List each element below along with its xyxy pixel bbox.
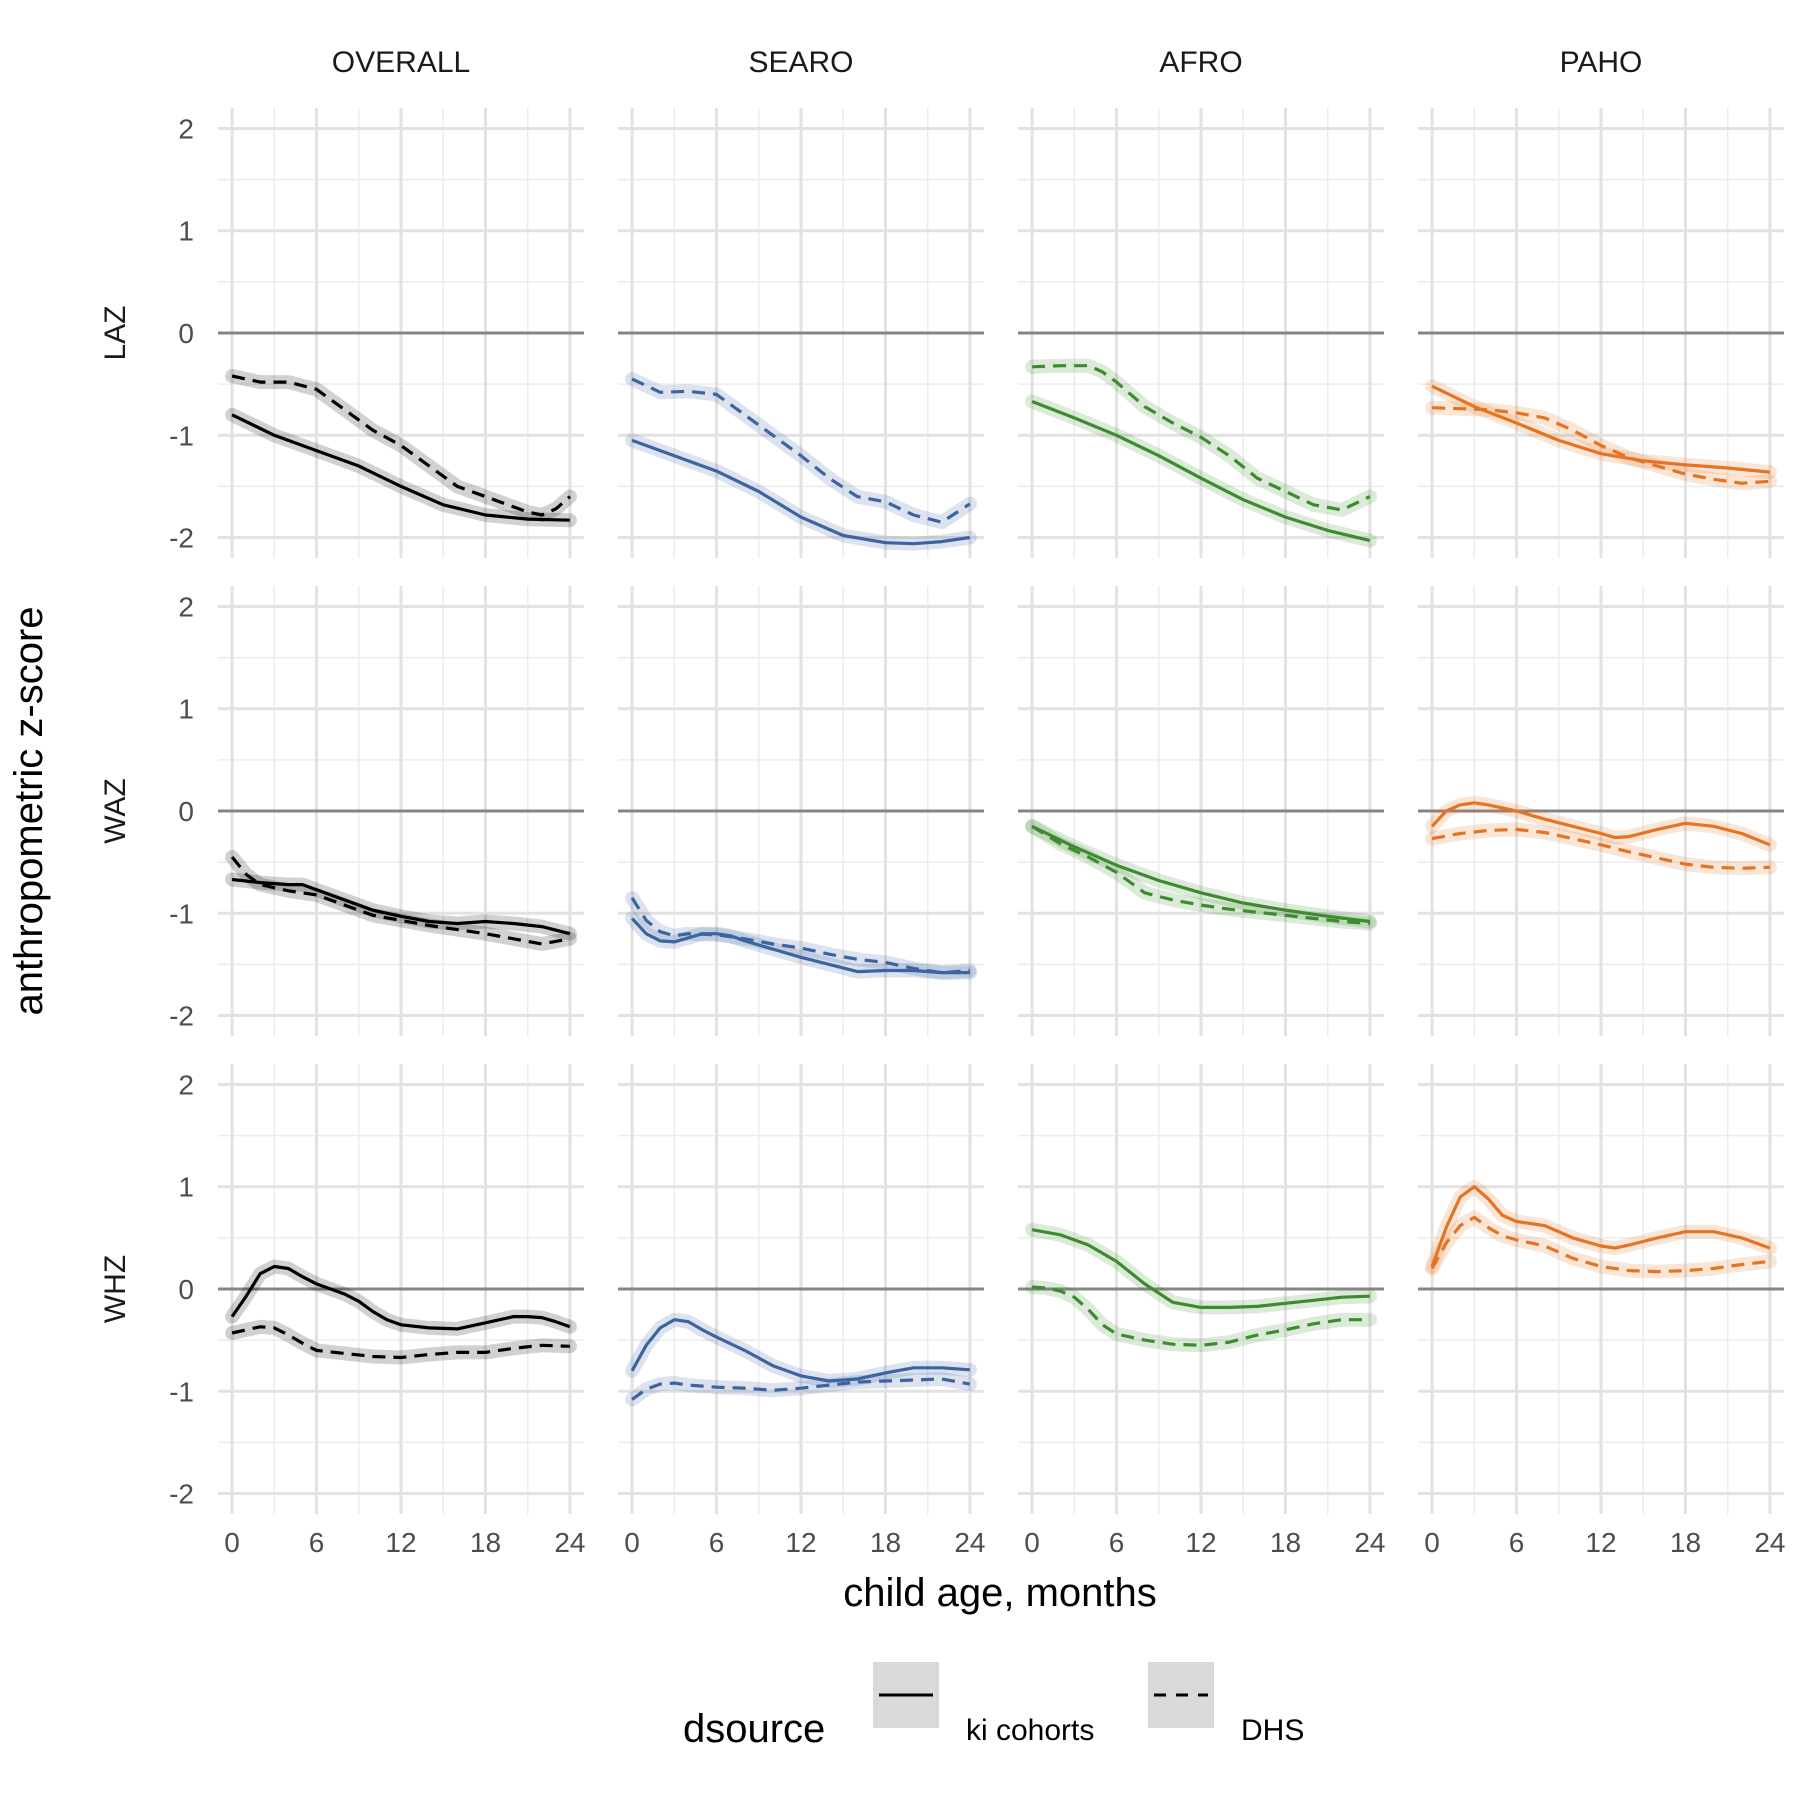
series-line-whz-overall-dhs	[231, 1325, 570, 1360]
series-line-laz-overall-ki-cohorts	[231, 413, 570, 522]
y-tick-label: 2	[178, 113, 194, 144]
x-tick-label: 12	[385, 1527, 416, 1558]
legend-label-ki-cohorts: ki cohorts	[966, 1714, 1094, 1747]
series-line-laz-paho-dhs	[1432, 406, 1771, 485]
panel-laz-overall	[218, 108, 584, 558]
panel-whz-searo	[618, 1064, 984, 1514]
series-line-laz-afro-ki-cohorts	[1031, 400, 1371, 543]
x-tick-label: 24	[1354, 1527, 1385, 1558]
y-tick-label: -1	[169, 420, 194, 451]
x-tick-label: 12	[1185, 1527, 1216, 1558]
x-tick-label: 0	[224, 1527, 240, 1558]
x-axis-title: child age, months	[843, 1571, 1157, 1615]
series-line-laz-searo-dhs	[631, 377, 971, 524]
row-label-whz: WHZ	[99, 1255, 132, 1323]
panel-laz-paho	[1418, 108, 1784, 558]
x-tick-labels: 0 6 12 18 24 0 6 12 18 24 0 6 12 18 24 0 6 12 18 24	[224, 1527, 1785, 1558]
y-tick-label: 0	[178, 1274, 194, 1305]
x-tick-label: 0	[624, 1527, 640, 1558]
x-tick-label: 18	[470, 1527, 501, 1558]
panel-whz-paho	[1418, 1064, 1784, 1514]
panel-laz-afro	[1018, 108, 1384, 558]
legend-label-dhs: DHS	[1241, 1714, 1304, 1747]
x-tick-label: 0	[1424, 1527, 1440, 1558]
y-tick-label: 0	[178, 318, 194, 349]
series-line-waz-searo-dhs	[630, 897, 971, 975]
series-line-laz-overall-dhs	[231, 374, 571, 517]
series-line-whz-searo-dhs	[631, 1377, 971, 1401]
x-tick-label: 6	[1509, 1527, 1525, 1558]
y-tick-label: 2	[178, 1069, 194, 1100]
y-tick-label: -1	[169, 898, 194, 929]
series-line-laz-paho-ki-cohorts	[1431, 384, 1771, 474]
series-line-laz-afro-dhs	[1032, 364, 1371, 512]
legend: dsource ki cohorts DHS	[683, 1662, 1304, 1751]
row-labels: LAZ WAZ WHZ	[99, 305, 132, 1323]
series-line-waz-paho-dhs	[1431, 827, 1770, 870]
panel-laz-searo	[618, 108, 984, 558]
y-tick-label: 1	[178, 694, 194, 725]
ci-band-whz-afro-dhs	[1025, 1280, 1377, 1353]
panel-grid	[218, 108, 1784, 1514]
strip-label-overall: OVERALL	[332, 46, 470, 79]
x-tick-label: 12	[1585, 1527, 1616, 1558]
legend-title: dsource	[683, 1707, 825, 1751]
series-line-waz-afro-dhs	[1031, 824, 1371, 926]
y-tick-labels: -2 -1 0 1 2 -2 -1 0 1 2 -2 -1 0 1 2	[169, 113, 194, 1509]
row-label-waz: WAZ	[99, 778, 132, 844]
panel-whz-overall	[218, 1064, 584, 1514]
series-line-whz-searo-ki-cohorts	[630, 1318, 971, 1383]
panel-waz-searo	[618, 586, 984, 1036]
strip-label-afro: AFRO	[1159, 46, 1242, 79]
y-tick-label: -2	[169, 1001, 194, 1032]
series-line-waz-afro-ki-cohorts	[1031, 824, 1371, 924]
y-tick-label: -2	[169, 1479, 194, 1510]
series-line-whz-paho-dhs	[1430, 1215, 1771, 1274]
panel-whz-afro	[1018, 1064, 1384, 1514]
x-tick-label: 6	[709, 1527, 725, 1558]
series-line-waz-overall-dhs	[230, 855, 571, 946]
y-tick-label: 1	[178, 1172, 194, 1203]
row-label-laz: LAZ	[99, 305, 132, 360]
x-tick-label: 0	[1024, 1527, 1040, 1558]
series-line-whz-overall-ki-cohorts	[230, 1264, 571, 1331]
series-line-waz-searo-ki-cohorts	[630, 917, 970, 975]
x-tick-label: 6	[1109, 1527, 1125, 1558]
x-tick-label: 12	[785, 1527, 816, 1558]
x-tick-label: 18	[1270, 1527, 1301, 1558]
x-tick-label: 18	[870, 1527, 901, 1558]
series-line-whz-paho-ki-cohorts	[1430, 1185, 1771, 1268]
y-tick-label: 0	[178, 796, 194, 827]
strip-label-paho: PAHO	[1560, 46, 1643, 79]
x-tick-label: 24	[954, 1527, 985, 1558]
x-tick-label: 6	[309, 1527, 325, 1558]
series-line-laz-searo-ki-cohorts	[631, 438, 971, 546]
panel-waz-overall	[218, 586, 584, 1036]
y-tick-label: 1	[178, 216, 194, 247]
panel-waz-afro	[1018, 586, 1384, 1036]
series-line-whz-afro-ki-cohorts	[1031, 1228, 1370, 1309]
y-tick-label: 2	[178, 591, 194, 622]
series-line-waz-overall-ki-cohorts	[231, 877, 571, 936]
y-axis-title: anthropometric z-score	[7, 606, 51, 1015]
y-tick-label: -2	[169, 523, 194, 554]
column-strips: OVERALL SEARO AFRO PAHO	[332, 46, 1643, 79]
strip-label-searo: SEARO	[748, 46, 853, 79]
x-tick-label: 24	[554, 1527, 585, 1558]
x-tick-label: 24	[1754, 1527, 1785, 1558]
y-tick-label: -1	[169, 1376, 194, 1407]
x-tick-label: 18	[1670, 1527, 1701, 1558]
panel-waz-paho	[1418, 586, 1784, 1036]
series-line-waz-paho-ki-cohorts	[1430, 801, 1771, 847]
